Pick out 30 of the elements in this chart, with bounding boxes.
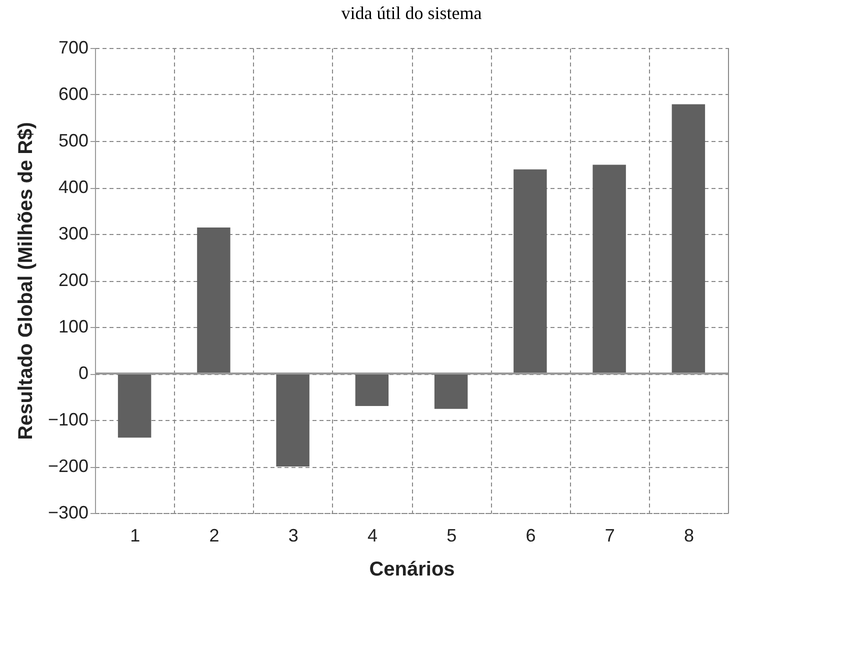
bar xyxy=(197,227,230,374)
x-tick-label: 7 xyxy=(604,526,615,546)
bar xyxy=(276,374,310,466)
x-tick-label: 5 xyxy=(446,526,457,546)
x-tick-label: 1 xyxy=(130,526,140,546)
bar xyxy=(118,374,152,438)
x-axis-title: Cenários xyxy=(369,558,455,580)
y-tick-label: −100 xyxy=(48,410,88,430)
y-tick-label: 600 xyxy=(58,84,88,104)
y-axis-title: Resultado Global (Milhões de R$) xyxy=(14,122,37,440)
x-tick-label: 3 xyxy=(288,526,298,546)
chart-title: vida útil do sistema xyxy=(341,3,482,23)
bar xyxy=(355,374,389,406)
y-tick-label: −300 xyxy=(48,502,88,522)
y-tick-label: 300 xyxy=(58,224,88,244)
y-tick-label: 700 xyxy=(58,38,88,58)
bar xyxy=(592,164,626,374)
x-tick-label: 2 xyxy=(209,526,220,546)
bar xyxy=(514,169,547,374)
y-tick-label: −200 xyxy=(48,456,88,476)
y-tick-label: 400 xyxy=(58,177,88,197)
x-tick-label: 6 xyxy=(526,526,536,546)
bar xyxy=(672,104,706,374)
y-tick-label: 500 xyxy=(58,130,88,150)
y-tick-label: 200 xyxy=(58,270,88,290)
x-tick-label: 8 xyxy=(684,526,694,546)
y-tick-label: 100 xyxy=(58,316,88,336)
y-tick-label: 0 xyxy=(78,363,88,383)
bar xyxy=(434,374,468,409)
x-tick-label: 4 xyxy=(367,526,378,546)
